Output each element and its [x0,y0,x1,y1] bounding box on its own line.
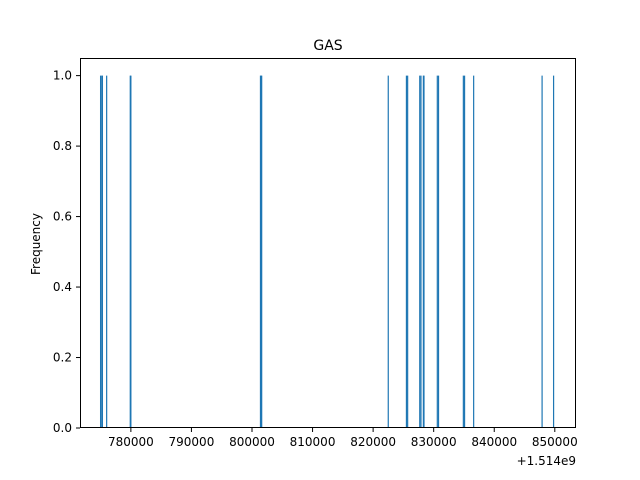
histogram-bar-10 [405,75,408,429]
ticks-group: 780000 790000 800000 810000 820000 830000 8400… [53,69,578,449]
histogram-bar-11 [407,75,409,429]
histogram-bar-19 [463,75,466,429]
x-tick-label: 790000 [169,435,215,449]
histogram-bar-16 [436,75,438,429]
bars-group [99,75,555,429]
x-tick-label: 830000 [411,435,457,449]
histogram-bar-18 [462,75,464,429]
histogram-bar-3 [106,75,108,429]
x-tick-label: 780000 [108,435,154,449]
histogram-bar-14 [422,75,424,429]
histogram-bar-15 [423,75,425,429]
chart-title: GAS [313,38,342,54]
histogram-bar-17 [437,75,440,429]
histogram-bar-0 [99,75,102,429]
histogram-bar-9 [387,75,389,429]
x-offset-label: +1.514e9 [517,454,576,468]
y-axis-label: Frequency [29,213,43,275]
y-tick-label: 0.2 [53,351,72,365]
x-tick-label: 800000 [229,435,275,449]
histogram-bar-20 [473,75,475,429]
histogram-bar-21 [541,75,543,429]
histogram-bar-13 [420,75,422,429]
histogram-bar-22 [552,75,555,429]
histogram-bar-1 [101,75,103,429]
histogram-bar-2 [101,75,104,429]
y-tick-label: 1.0 [53,69,72,83]
histogram-bar-6 [259,75,262,429]
x-tick-label: 840000 [471,435,517,449]
histogram-bar-8 [261,75,263,429]
plot-frame [80,58,576,428]
y-tick-label: 0.4 [53,280,72,294]
x-tick-label: 820000 [350,435,396,449]
x-tick-label: 850000 [532,435,578,449]
x-tick-label: 810000 [290,435,336,449]
y-tick-label: 0.8 [53,139,72,153]
histogram-bar-5 [130,75,132,429]
histogram-bar-12 [419,75,421,429]
y-tick-label: 0.0 [53,421,72,435]
y-tick-label: 0.6 [53,210,72,224]
histogram-bar-4 [129,75,131,429]
